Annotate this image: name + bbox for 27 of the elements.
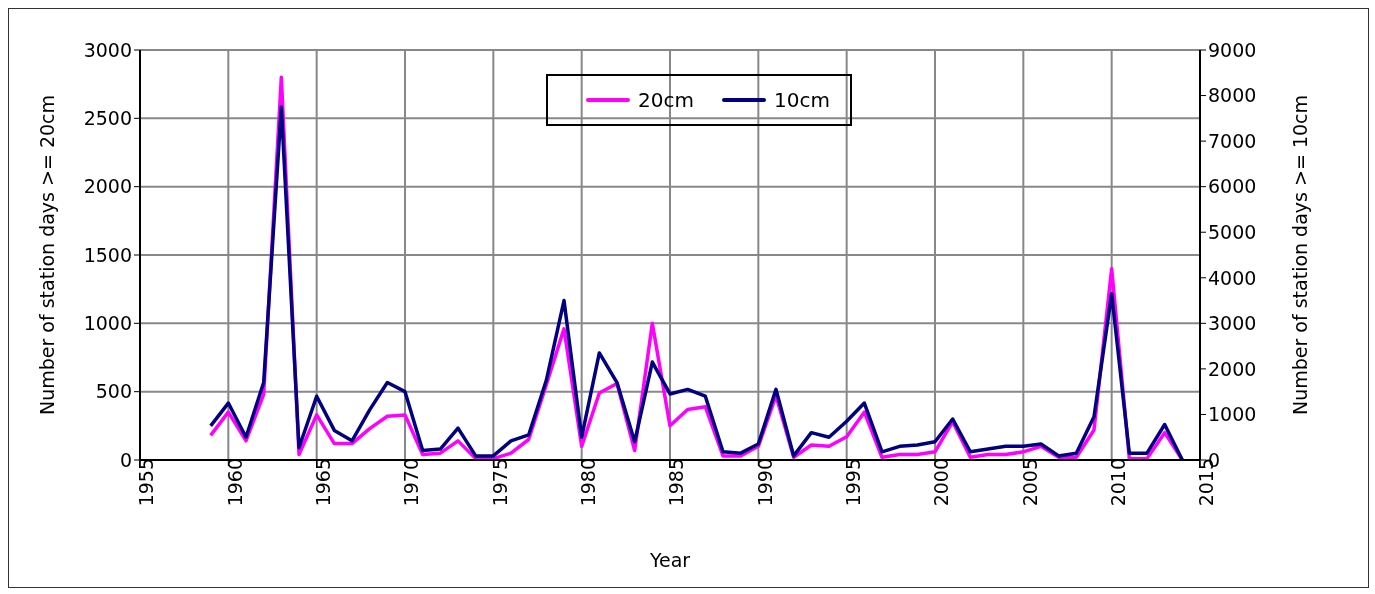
legend-label: 20cm [638, 88, 694, 112]
y2-tick-label: 5000 [1208, 220, 1257, 243]
y-tick-label: 500 [95, 380, 132, 403]
y-tick-label: 3000 [83, 38, 132, 61]
x-tick-label: 2005 [1018, 458, 1041, 507]
x-axis-title: Year [648, 549, 691, 571]
x-tick-label: 1965 [312, 458, 335, 507]
y-tick-label: 2500 [83, 107, 132, 130]
x-tick-label: 1955 [135, 458, 158, 507]
x-tick-label: 1985 [665, 458, 688, 507]
y2-axis-title: Number of station days >= 10cm [1288, 94, 1311, 416]
y2-tick-label: 4000 [1208, 266, 1257, 289]
y-tick-label: 0 [119, 448, 132, 471]
y2-tick-label: 8000 [1208, 84, 1257, 107]
x-tick-label: 1995 [842, 458, 865, 507]
legend-label: 10cm [773, 88, 830, 112]
x-tick-label: 1975 [488, 458, 511, 507]
y2-tick-label: 9000 [1208, 38, 1257, 61]
y2-tick-label: 7000 [1208, 129, 1257, 152]
y2-tick-label: 6000 [1208, 175, 1257, 198]
y2-tick-label: 3000 [1208, 312, 1257, 335]
y-tick-label: 2000 [83, 175, 132, 198]
y-tick-label: 1000 [83, 312, 132, 335]
y-axis-title: Number of station days >= 20cm [35, 94, 58, 416]
y2-tick-label: 1000 [1208, 403, 1257, 426]
y-tick-label: 1500 [83, 243, 132, 266]
y2-tick-label: 2000 [1208, 357, 1257, 380]
